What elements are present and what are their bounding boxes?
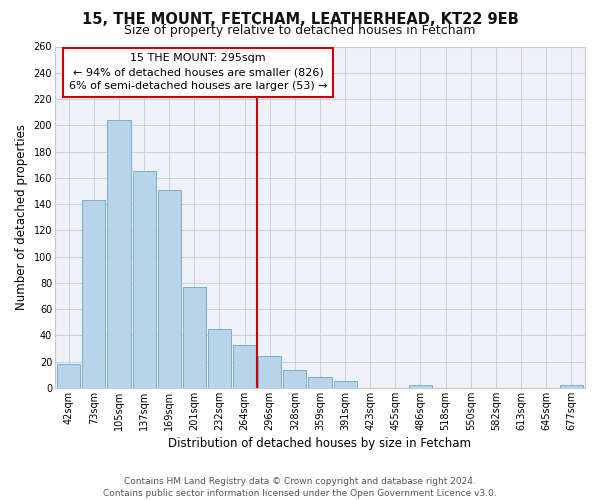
Text: 15 THE MOUNT: 295sqm
← 94% of detached houses are smaller (826)
6% of semi-detac: 15 THE MOUNT: 295sqm ← 94% of detached h…: [69, 54, 328, 92]
Bar: [208, 329, 231, 388]
X-axis label: Distribution of detached houses by size in Fetcham: Distribution of detached houses by size …: [169, 437, 472, 450]
Text: Size of property relative to detached houses in Fetcham: Size of property relative to detached ho…: [124, 24, 476, 37]
Bar: [133, 171, 155, 388]
Bar: [233, 344, 256, 388]
Bar: [308, 378, 332, 388]
Bar: [107, 120, 131, 388]
Bar: [57, 364, 80, 388]
Bar: [334, 382, 356, 388]
Bar: [82, 200, 106, 388]
Bar: [258, 356, 281, 388]
Bar: [183, 287, 206, 388]
Text: Contains HM Land Registry data © Crown copyright and database right 2024.
Contai: Contains HM Land Registry data © Crown c…: [103, 476, 497, 498]
Bar: [560, 386, 583, 388]
Y-axis label: Number of detached properties: Number of detached properties: [15, 124, 28, 310]
Bar: [409, 386, 432, 388]
Bar: [158, 190, 181, 388]
Text: 15, THE MOUNT, FETCHAM, LEATHERHEAD, KT22 9EB: 15, THE MOUNT, FETCHAM, LEATHERHEAD, KT2…: [82, 12, 518, 28]
Bar: [283, 370, 307, 388]
